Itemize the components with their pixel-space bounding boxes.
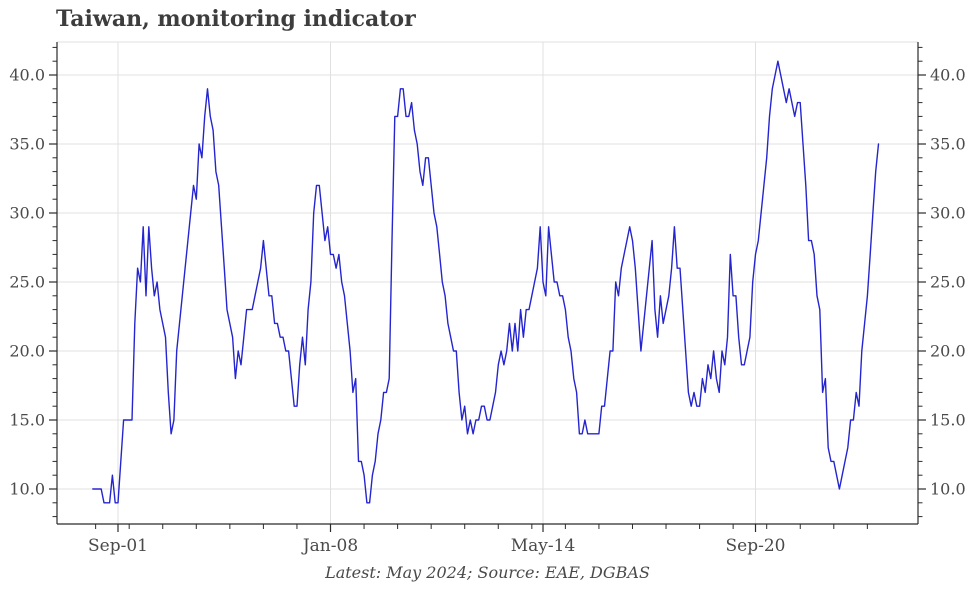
y-axis-label-left: 35.0 bbox=[9, 135, 45, 154]
y-axis-label-left: 15.0 bbox=[9, 411, 45, 430]
y-axis-label-left: 10.0 bbox=[9, 480, 45, 499]
data-series-line bbox=[92, 60, 880, 504]
y-axis-label-right: 15.0 bbox=[930, 411, 966, 430]
y-axis-label-right: 35.0 bbox=[930, 135, 966, 154]
chart-caption: Latest: May 2024; Source: EAE, DGBAS bbox=[325, 563, 650, 582]
y-axis-label-right: 20.0 bbox=[930, 342, 966, 361]
y-axis-label-right: 10.0 bbox=[930, 480, 966, 499]
y-axis-label-right: 30.0 bbox=[930, 204, 966, 223]
x-axis-label: Sep-20 bbox=[726, 536, 786, 556]
x-axis-label: May-14 bbox=[511, 536, 576, 556]
x-axis-label: Sep-01 bbox=[88, 536, 148, 556]
y-axis-label-right: 40.0 bbox=[930, 66, 966, 85]
y-axis-label-left: 30.0 bbox=[9, 204, 45, 223]
y-axis-label-left: 25.0 bbox=[9, 273, 45, 292]
y-axis-label-left: 20.0 bbox=[9, 342, 45, 361]
y-axis-label-left: 40.0 bbox=[9, 66, 45, 85]
chart-title: Taiwan, monitoring indicator bbox=[56, 6, 416, 32]
y-axis-label-right: 25.0 bbox=[930, 273, 966, 292]
x-axis-label: Jan-08 bbox=[301, 536, 358, 556]
